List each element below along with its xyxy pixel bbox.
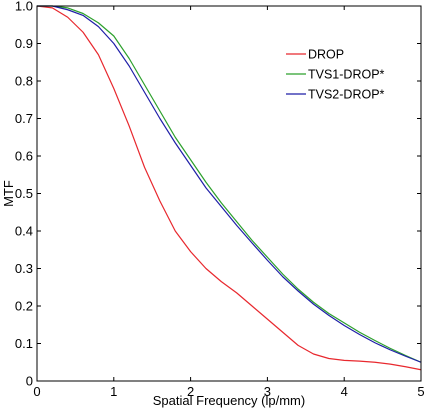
series-layer xyxy=(36,5,422,371)
x-tick-label: 5 xyxy=(417,384,424,399)
y-tick-label: 0.7 xyxy=(15,111,33,126)
tick-layer: 0 1 2 3 4 5 0 0.1 0.2 0.3 0.4 0.5 0.6 0.7 0.8 0.9 1.0 xyxy=(15,0,425,399)
legend-label-0: DROP xyxy=(308,48,344,62)
x-tick-label: 0 xyxy=(33,384,40,399)
y-axis-title: MTF xyxy=(1,180,16,207)
legend: DROP TVS1-DROP* TVS2-DROP* xyxy=(286,48,385,102)
y-tick-label: 0.3 xyxy=(15,261,33,276)
series-line-0 xyxy=(36,5,422,371)
y-tick-label: 0.2 xyxy=(15,299,33,314)
y-tick-label: 0.5 xyxy=(15,186,33,201)
x-tick-label: 3 xyxy=(264,384,271,399)
x-tick-label: 1 xyxy=(110,384,117,399)
y-tick-label: 0.6 xyxy=(15,149,33,164)
plot-background xyxy=(37,6,421,381)
x-tick-label: 4 xyxy=(341,384,348,399)
y-tick-label: 0.1 xyxy=(15,336,33,351)
y-tick-label: 0.9 xyxy=(15,36,33,51)
y-tick-label: 1.0 xyxy=(15,0,33,14)
x-tick-label: 2 xyxy=(187,384,194,399)
x-axis-title: Spatial Frequency (lp/mm) xyxy=(153,393,305,408)
series-line-1 xyxy=(37,5,422,363)
y-tick-label: 0.4 xyxy=(15,224,33,239)
legend-label-2: TVS2-DROP* xyxy=(308,88,385,102)
y-tick-label: 0.8 xyxy=(15,74,33,89)
y-tick-label: 0 xyxy=(26,374,33,389)
legend-label-1: TVS1-DROP* xyxy=(308,68,385,82)
series-line-2 xyxy=(37,5,422,363)
